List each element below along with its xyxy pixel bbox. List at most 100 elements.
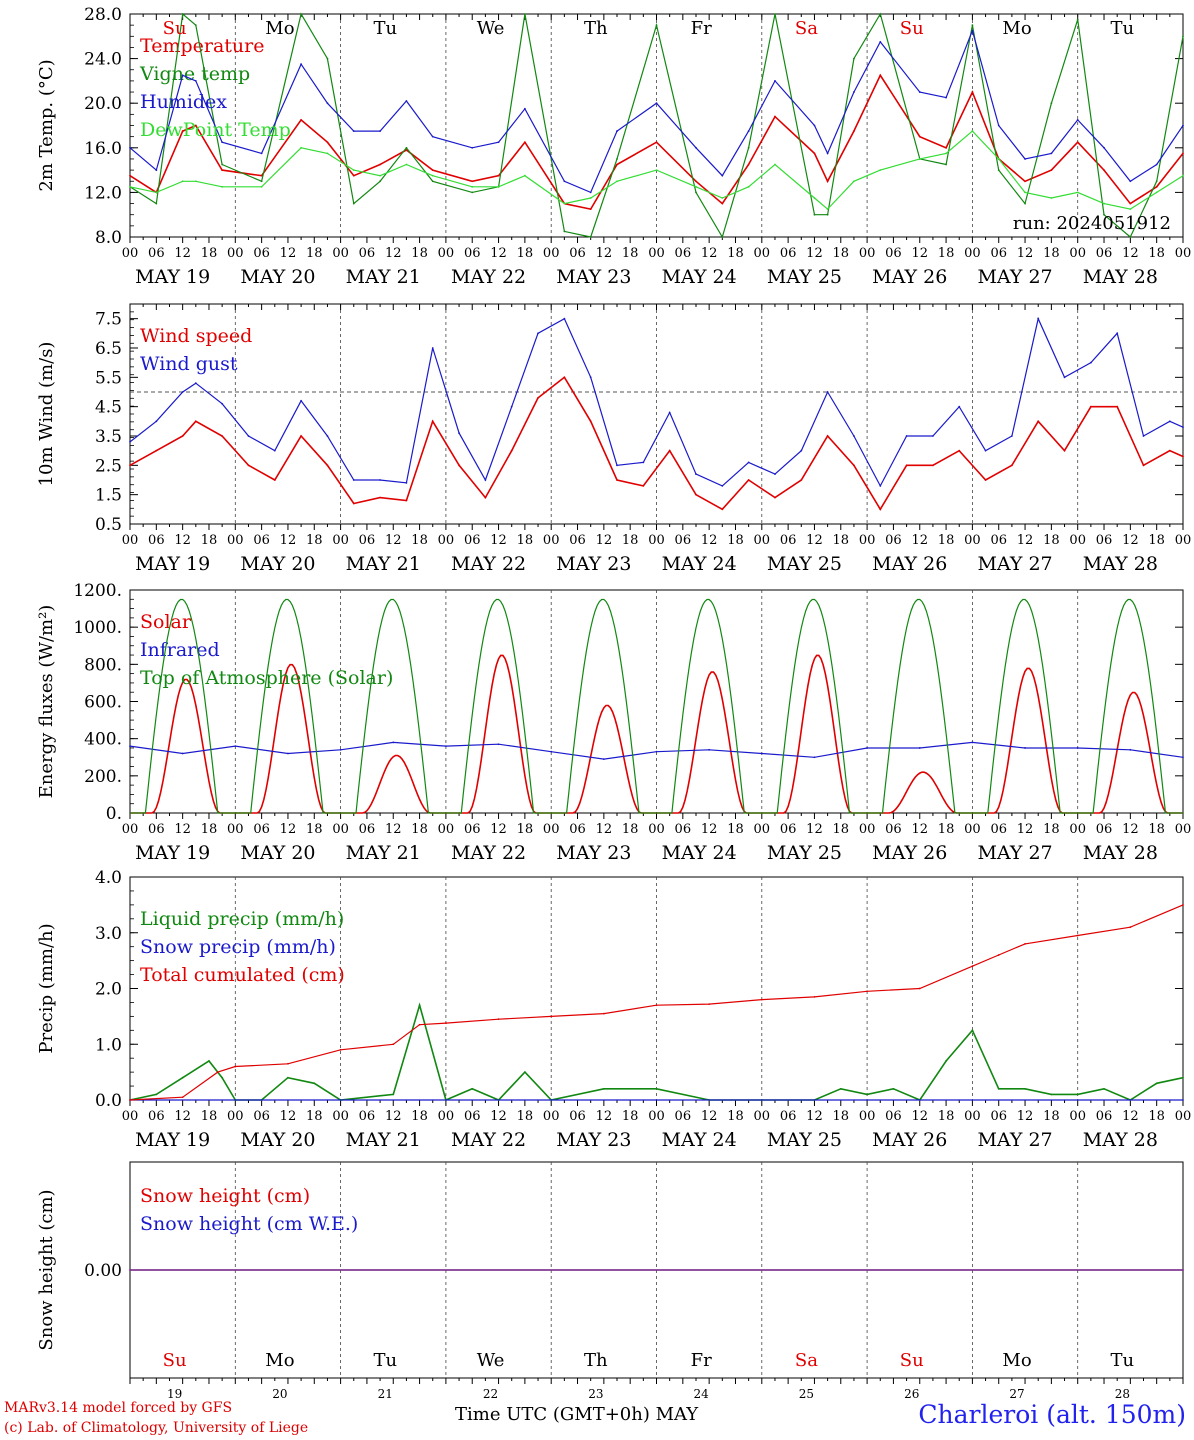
panel2-hour-label: 00 [1175,533,1192,548]
panel3-data-point [129,745,131,747]
panel2-data-point [510,405,513,408]
panel1-data-point [194,24,197,27]
panel3-data-point [760,752,763,755]
weekday-label: Fr [691,18,712,39]
panel4-date-label: MAY 26 [872,1129,947,1151]
panel2-data-point [537,396,539,399]
day-number-label: 22 [483,1387,498,1401]
panel1-hour-label: 12 [806,246,823,261]
panel1-date-label: MAY 21 [346,266,421,288]
panel3-legend-solar: Solar [140,611,192,633]
panel4-hour-label: 00 [438,1109,455,1124]
panel3-date-label: MAY 27 [977,842,1052,864]
panel4-data-point [971,965,974,968]
panel4-hour-label: 00 [754,1109,771,1124]
panel1-hour-label: 18 [1148,246,1165,261]
panel1-data-point [826,180,829,183]
day-number-label: 20 [272,1387,287,1401]
panel1-series-humidex [129,28,1184,194]
panel4-data-point [760,998,763,1001]
panel1-hour-label: 00 [438,246,455,261]
panel2-date-label: MAY 20 [240,553,315,575]
panel1-data-point [918,91,921,93]
panel2-hour-label: 06 [464,533,481,548]
panel1-data-point [326,141,329,144]
panel1-data-point [879,169,882,172]
panel1-data-point [563,230,566,233]
model-credit: MARv3.14 model forced by GFS [4,1400,233,1416]
panel2-data-point [800,479,803,481]
panel4-data-point [866,1093,868,1096]
weekday-label: Mo [265,18,294,39]
weekday-label: Sa [795,18,818,39]
panel1-data-point [1129,208,1132,211]
panel2-data-point [379,479,381,481]
panel1-data-point [1024,202,1026,205]
panel3-data-point [866,747,868,749]
panel4-data-point [839,1087,842,1090]
panel4-data-point [445,1022,447,1024]
panel4-hour-label: 12 [596,1109,613,1124]
panel1-data-point [813,124,816,127]
panel1-data-point [523,107,526,110]
panel1-data-point [879,40,882,43]
panel1-data-point [1182,152,1184,155]
panel3-y-tick-label: 1000. [73,618,122,638]
panel2-data-point [747,479,750,481]
panel1-y-tick-label: 16.0 [84,139,122,159]
panel1-date-label: MAY 23 [556,266,631,288]
weekday-label-bottom: Mo [265,1350,294,1371]
panel4-hour-label: 00 [1069,1109,1086,1124]
panel4-data-point [602,1012,605,1015]
panel2-hour-label: 06 [675,533,692,548]
weekday-label-bottom: Su [163,1350,187,1371]
panel4-hour-label: 06 [780,1109,797,1124]
panel1-data-point [471,191,474,194]
panel4-y-tick-label: 4.0 [95,868,122,888]
panel1-data-point [1129,202,1132,205]
panel4-hour-label: 06 [885,1109,902,1124]
panel3-date-label: MAY 20 [240,842,315,864]
panel3-data-point [1182,756,1184,759]
panel1-data-point [721,202,724,205]
panel1-data-point [1024,158,1026,160]
panel1-y-tick-label: 8.0 [95,228,122,248]
panel2-hour-label: 06 [780,533,797,548]
panel1-data-point [431,174,434,177]
panel2-data-point [984,449,987,452]
panel2-data-point [1168,449,1171,452]
panel1-data-point [221,185,224,188]
panel2-data-point [431,420,434,423]
panel3-date-label: MAY 25 [767,842,842,864]
panel4-data-point [287,1076,289,1079]
panel4-data-point [181,1076,184,1079]
panel4-data-point [1182,903,1184,906]
run-label: run: 2024051912 [1013,213,1171,234]
panel1-data-point [774,80,776,82]
panel3-hour-label: 18 [517,822,534,837]
panel4-data-point [234,1065,237,1068]
panel4-hour-label: 12 [1122,1109,1139,1124]
panel2-data-point [668,411,671,414]
panel1-data-point [431,180,434,183]
panel2-hour-label: 12 [280,533,297,548]
panel2-data-point [721,484,724,487]
panel2-hour-label: 12 [1122,533,1139,548]
panel2-data-point [589,376,592,379]
panel2-data-point [800,449,803,452]
panel2-hour-label: 00 [543,533,560,548]
panel2-data-point [747,461,750,464]
panel4-data-point [208,1060,210,1062]
panel4-data-point [1129,926,1132,929]
panel4-date-label: MAY 20 [240,1129,315,1151]
panel2-hour-label: 00 [964,533,981,548]
panel3-date-label: MAY 21 [346,842,421,864]
panel2-data-point [300,435,303,437]
panel1-hour-label: 12 [1017,246,1034,261]
panel2-hour-label: 12 [596,533,613,548]
panel3-hour-label: 06 [885,822,902,837]
panel4-hour-label: 00 [332,1109,349,1124]
panel4-data-point [1024,943,1026,945]
panel2-date-label: MAY 25 [767,553,842,575]
panel1-data-point [1129,180,1132,183]
